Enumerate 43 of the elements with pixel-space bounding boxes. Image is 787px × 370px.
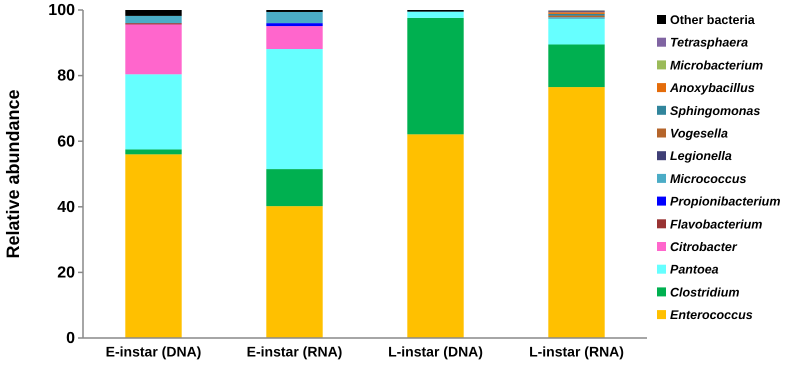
bar [407, 134, 464, 338]
legend-label: Citrobacter [670, 240, 738, 254]
legend-label: Propionibacterium [670, 194, 780, 209]
legend-label: Microbacterium [670, 58, 764, 72]
legend-label: Vogesella [670, 126, 728, 140]
legend-label: Other bacteria [670, 13, 756, 27]
legend-label: Flavobacterium [670, 217, 762, 232]
bar [407, 18, 464, 134]
bar [266, 12, 323, 24]
legend-label: Tetrasphaera [670, 36, 748, 50]
legend-label: Clostridium [670, 285, 740, 300]
x-tick-label: L-instar (DNA) [388, 343, 483, 360]
bar [548, 44, 605, 88]
bar [266, 49, 323, 170]
x-tick-label: L-instar (RNA) [529, 343, 624, 360]
bar [125, 154, 182, 338]
bar [548, 87, 605, 338]
bar [266, 23, 323, 26]
bar [266, 206, 323, 338]
y-tick-label: 80 [57, 68, 76, 85]
bar [125, 24, 182, 74]
legend-label: Pantoea [670, 262, 719, 277]
x-tick-label: E-instar (DNA) [106, 343, 202, 360]
y-axis-title: Relative abundance [3, 89, 23, 259]
y-tick-label: 20 [57, 264, 76, 282]
legend-label: Enterococcus [670, 308, 753, 322]
bar [407, 12, 464, 18]
y-tick-label: 0 [66, 330, 76, 348]
y-tick-label: 40 [57, 198, 76, 216]
bar [125, 149, 182, 154]
legend-label: Legionella [670, 149, 732, 164]
bar [548, 18, 605, 44]
bar [125, 16, 182, 24]
legend-label: Micrococcus [670, 172, 746, 186]
x-tick-label: E-instar (RNA) [246, 343, 342, 360]
bar [125, 74, 182, 150]
bar [266, 26, 323, 50]
y-tick-label: 60 [57, 133, 76, 150]
bar [266, 169, 323, 206]
y-tick-label: 100 [48, 2, 76, 20]
legend-label: Anoxybacillus [669, 81, 755, 96]
bar [125, 10, 182, 16]
legend-label: Sphingomonas [670, 104, 760, 118]
